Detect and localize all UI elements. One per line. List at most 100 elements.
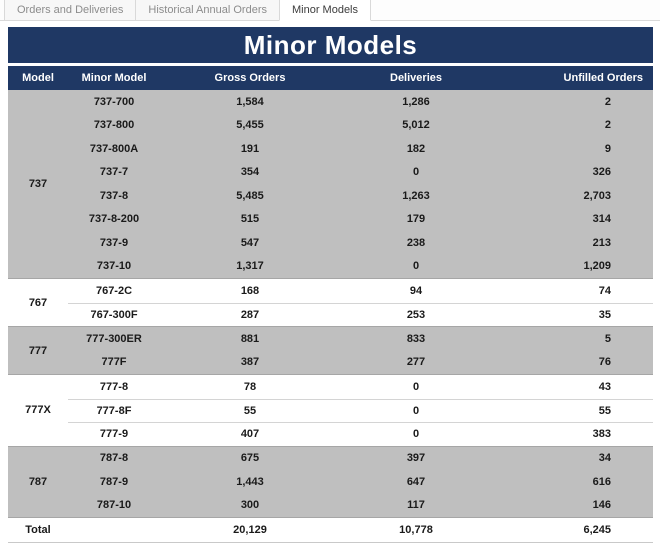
column-header-model: Model: [22, 72, 54, 84]
table-row: 777-300ER 881 833 5: [68, 327, 653, 351]
gross-orders-cell: 1,584: [236, 95, 264, 108]
minor-model-cell: 787-8: [99, 452, 129, 465]
gross-orders-cell: 55: [243, 404, 257, 417]
unfilled-orders-cell: 35: [598, 308, 611, 321]
unfilled-orders-cell: 326: [592, 166, 611, 179]
model-group-label: 737: [28, 178, 48, 190]
unfilled-orders-cell: 2,703: [583, 189, 611, 202]
column-header-gross-orders: Gross Orders: [214, 72, 286, 84]
model-group-787: 787 787-8 675 397 34 787-9 1,443 647 616 787-10 30…: [8, 445, 653, 518]
unfilled-orders-cell: 55: [598, 404, 611, 417]
unfilled-orders-cell: 9: [604, 142, 611, 155]
minor-model-cell: 737-700: [93, 95, 135, 108]
table-row: 737-8-200 515 179 314: [68, 208, 653, 232]
minor-model-cell: 787-9: [99, 475, 129, 488]
deliveries-cell: 647: [406, 475, 426, 488]
title-divider: [8, 63, 653, 66]
minor-model-cell: 737-8: [99, 189, 129, 202]
minor-model-cell: 737-800A: [89, 142, 139, 155]
minor-model-cell: 787-10: [96, 499, 132, 512]
gross-orders-cell: 547: [240, 236, 260, 249]
unfilled-orders-cell: 43: [598, 380, 611, 393]
total-label: Total: [25, 524, 51, 536]
table-row: 737-10 1,317 0 1,209: [68, 255, 653, 279]
unfilled-orders-cell: 314: [592, 213, 611, 226]
table-row: 777-8 78 0 43: [68, 375, 653, 399]
page-title: Minor Models: [243, 29, 418, 60]
minor-model-cell: 767-2C: [95, 284, 133, 297]
unfilled-orders-cell: 616: [592, 475, 611, 488]
table-row: 787-8 675 397 34: [68, 447, 653, 471]
unfilled-orders-cell: 2: [604, 95, 611, 108]
table-header-row: Model Minor Model Gross Orders Deliveries Un…: [8, 66, 653, 90]
total-minor-model-cell: [68, 518, 160, 542]
deliveries-cell: 0: [412, 428, 420, 441]
table-row: 777-8F 55 0 55: [68, 398, 653, 423]
unfilled-orders-cell: 1,209: [583, 260, 611, 273]
column-header-minor-model: Minor Model: [81, 72, 147, 84]
model-group-label: 767: [28, 296, 48, 309]
table-body: 737 737-700 1,584 1,286 2 737-800 5,455 5,012 2 7…: [8, 90, 653, 517]
minor-model-cell: 737-800: [93, 119, 135, 132]
gross-orders-cell: 354: [240, 166, 260, 179]
table-row: 767-300F 287 253 35: [68, 302, 653, 327]
deliveries-cell: 833: [406, 332, 426, 345]
gross-orders-cell: 1,443: [236, 475, 264, 488]
unfilled-orders-cell: 383: [592, 428, 611, 441]
gross-orders-cell: 191: [240, 142, 260, 155]
table-row: 737-800A 191 182 9: [68, 137, 653, 161]
minor-model-cell: 737-8-200: [88, 213, 140, 226]
gross-orders-cell: 5,455: [236, 119, 264, 132]
deliveries-cell: 117: [407, 499, 425, 512]
deliveries-cell: 1,286: [402, 95, 430, 108]
deliveries-cell: 0: [412, 166, 420, 179]
minor-model-cell: 777-300ER: [86, 332, 142, 345]
deliveries-cell: 397: [406, 452, 426, 465]
model-group-767: 767 767-2C 168 94 74 767-300F 287 253 35: [8, 278, 653, 326]
unfilled-orders-cell: 34: [598, 452, 611, 465]
minor-model-cell: 767-300F: [90, 308, 138, 321]
deliveries-cell: 5,012: [402, 119, 430, 132]
model-group-737: 737 737-700 1,584 1,286 2 737-800 5,455 5,012 2 7…: [8, 90, 653, 278]
gross-orders-cell: 287: [240, 308, 260, 321]
tab-historical-annual-orders[interactable]: Historical Annual Orders: [135, 0, 279, 20]
deliveries-cell: 0: [412, 260, 420, 273]
deliveries-cell: 238: [406, 236, 426, 249]
unfilled-orders-cell: 213: [592, 236, 611, 249]
gross-orders-cell: 881: [240, 332, 260, 345]
unfilled-orders-cell: 5: [604, 332, 611, 345]
deliveries-cell: 94: [409, 284, 423, 297]
model-group-777: 777 777-300ER 881 833 5 777F 387 277 76: [8, 326, 653, 374]
minor-model-cell: 737-10: [96, 260, 132, 273]
deliveries-cell: 277: [406, 356, 426, 369]
gross-orders-cell: 300: [240, 499, 260, 512]
model-group-label: 777: [28, 344, 48, 357]
model-group-777x: 777X 777-8 78 0 43 777-8F 55 0 55 777-9 407 0 383: [8, 374, 653, 446]
deliveries-cell: 0: [412, 404, 420, 417]
minor-model-cell: 777-8: [99, 380, 129, 393]
gross-orders-cell: 407: [240, 428, 260, 441]
total-deliveries-cell: 10,778: [399, 524, 433, 536]
gross-orders-cell: 387: [240, 356, 260, 369]
tab-orders-and-deliveries[interactable]: Orders and Deliveries: [4, 0, 136, 20]
table-row: 737-7 354 0 326: [68, 161, 653, 185]
gross-orders-cell: 168: [240, 284, 260, 297]
minor-model-cell: 777F: [101, 356, 127, 369]
deliveries-cell: 182: [406, 142, 426, 155]
deliveries-cell: 0: [412, 380, 420, 393]
table-row: 767-2C 168 94 74: [68, 279, 653, 303]
tab-minor-models[interactable]: Minor Models: [278, 0, 372, 21]
title-banner: Minor Models: [8, 27, 653, 63]
minor-model-cell: 737-7: [99, 166, 129, 179]
gross-orders-cell: 675: [240, 452, 260, 465]
table-row: 787-10 300 117 146: [68, 494, 653, 518]
minor-model-cell: 737-9: [99, 236, 129, 249]
total-gross-orders-cell: 20,129: [233, 524, 267, 536]
unfilled-orders-cell: 76: [598, 356, 611, 369]
model-group-label: 787: [28, 475, 48, 488]
table-row: 777-9 407 0 383: [68, 422, 653, 446]
minor-model-cell: 777-8F: [96, 404, 132, 417]
deliveries-cell: 1,263: [402, 189, 430, 202]
table-row: 737-8 5,485 1,263 2,703: [68, 184, 653, 208]
table-row: 777F 387 277 76: [68, 351, 653, 375]
